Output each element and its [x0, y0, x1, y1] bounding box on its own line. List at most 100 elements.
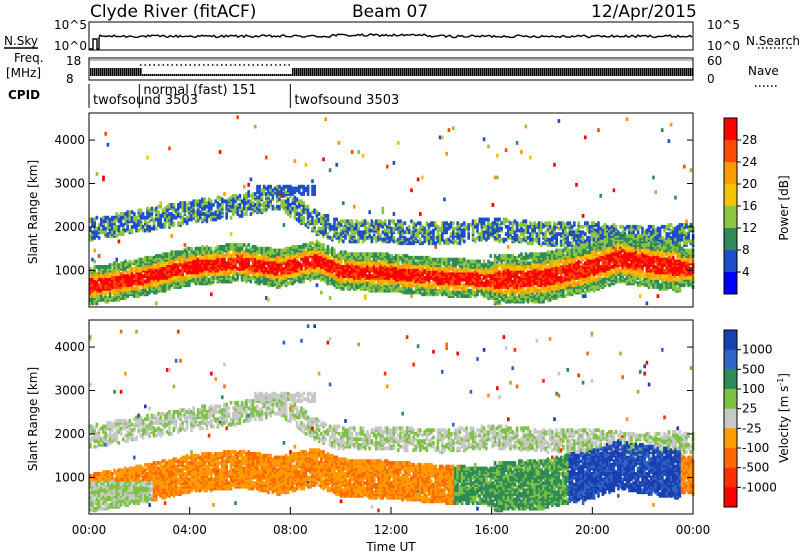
heatmap-cell	[137, 276, 140, 280]
heatmap-cell	[243, 259, 246, 264]
freq-bar	[514, 68, 516, 76]
heatmap-cell	[205, 254, 209, 258]
heatmap-cell	[183, 268, 187, 273]
heatmap-cell	[148, 224, 151, 229]
noise-right-tick-bottom: 10^0	[707, 39, 740, 53]
freq-bar	[666, 68, 668, 76]
heatmap-cell	[152, 221, 156, 226]
heatmap-cell	[144, 215, 147, 220]
heatmap-cell	[111, 230, 114, 235]
heatmap-cell	[276, 252, 279, 257]
heatmap-cell	[159, 279, 162, 284]
heatmap-cell	[139, 274, 143, 278]
heatmap-cell	[130, 215, 134, 220]
heatmap-cell	[106, 296, 110, 300]
heatmap-cell	[284, 246, 288, 251]
heatmap-cell	[205, 245, 209, 249]
date-title: 12/Apr/2015	[591, 2, 697, 22]
heatmap-cell	[115, 224, 118, 229]
heatmap-cell	[260, 192, 264, 196]
heatmap-cell	[190, 270, 193, 275]
freq-bar	[110, 68, 112, 76]
heatmap-cell	[295, 208, 299, 213]
heatmap-cell	[177, 203, 180, 207]
heatmap-cell	[146, 155, 149, 160]
heatmap-cell	[106, 223, 110, 227]
freq-bar	[214, 74, 216, 76]
heatmap-cell	[199, 246, 202, 251]
freq-bar	[410, 68, 412, 76]
freq-bar	[394, 68, 396, 76]
freq-bar	[268, 74, 270, 76]
freq-bar	[108, 68, 110, 76]
heatmap-cell	[507, 245, 510, 249]
freq-bar	[408, 68, 410, 76]
heatmap-cell	[122, 290, 125, 295]
freq-bar	[220, 74, 222, 76]
heatmap-cell	[102, 283, 105, 288]
heatmap-cell	[172, 250, 176, 255]
heatmap-cell	[254, 274, 257, 278]
heatmap-cell	[236, 195, 239, 200]
heatmap-cell	[265, 266, 268, 271]
heatmap-cell	[188, 270, 191, 275]
heatmap-cell	[100, 217, 103, 222]
freq-bar	[516, 68, 518, 76]
heatmap-cell	[152, 263, 156, 267]
heatmap-cell	[271, 265, 275, 269]
heatmap-cell	[168, 252, 171, 257]
heatmap-cell	[179, 274, 182, 278]
heatmap-cell	[190, 204, 193, 209]
heatmap-cell	[452, 126, 455, 131]
freq-bar	[474, 68, 476, 76]
heatmap-cell	[223, 276, 226, 280]
heatmap-cell	[216, 276, 220, 280]
heatmap-cell	[238, 252, 242, 257]
freq-bar	[564, 68, 566, 76]
freq-bar	[378, 68, 380, 76]
heatmap-cell	[240, 206, 244, 211]
heatmap-cell	[139, 221, 143, 226]
freq-bar	[406, 68, 408, 76]
heatmap-cell	[271, 274, 275, 278]
heatmap-cell	[284, 274, 288, 278]
heatmap-cell	[133, 286, 136, 291]
heatmap-cell	[137, 208, 140, 213]
heatmap-cell	[282, 274, 286, 278]
heatmap-cell	[225, 274, 228, 278]
heatmap-cell	[97, 226, 101, 231]
heatmap-cell	[260, 208, 264, 213]
heatmap-cell	[223, 263, 226, 267]
freq-bar	[568, 68, 570, 76]
heatmap-cell	[249, 177, 253, 182]
heatmap-cell	[100, 221, 103, 226]
freq-bar	[422, 68, 424, 76]
heatmap-cell	[273, 206, 277, 211]
heatmap-cell	[317, 212, 321, 216]
heatmap-cell	[108, 297, 112, 302]
freq-bar	[496, 68, 498, 76]
heatmap-cell	[104, 285, 107, 289]
freq-bar	[632, 68, 634, 76]
heatmap-cell	[227, 197, 231, 202]
heatmap-cell	[232, 204, 235, 209]
freq-bar	[168, 74, 170, 76]
heatmap-cell	[194, 199, 198, 204]
heatmap-cell	[139, 281, 143, 286]
heatmap-cell	[240, 274, 244, 278]
heatmap-cell	[181, 219, 184, 224]
heatmap-cell	[106, 277, 110, 282]
freq-bar	[188, 74, 190, 76]
heatmap-cell	[113, 221, 116, 226]
freq-bar	[426, 68, 428, 76]
heatmap-cell	[128, 259, 132, 264]
heatmap-cell	[243, 243, 246, 247]
heatmap-cell	[408, 224, 411, 229]
freq-bar	[360, 68, 362, 76]
heatmap-cell	[190, 274, 193, 278]
heatmap-cell	[205, 204, 209, 209]
heatmap-cell	[119, 274, 123, 278]
heatmap-cell	[104, 215, 107, 220]
heatmap-cell	[179, 272, 182, 277]
